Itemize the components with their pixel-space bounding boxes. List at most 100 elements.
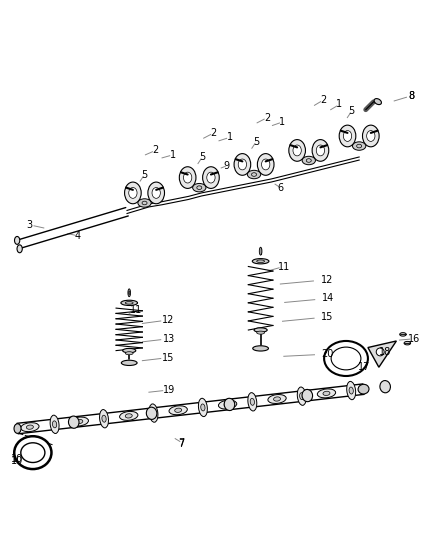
Ellipse shape	[121, 360, 137, 366]
Ellipse shape	[312, 140, 329, 161]
Text: 18: 18	[379, 347, 392, 357]
Text: 12: 12	[162, 315, 175, 325]
Text: 1: 1	[336, 100, 343, 109]
Ellipse shape	[26, 425, 33, 429]
Ellipse shape	[120, 411, 138, 421]
Ellipse shape	[169, 406, 187, 415]
Ellipse shape	[14, 424, 21, 433]
Text: 11: 11	[130, 305, 142, 316]
Text: 8: 8	[409, 91, 415, 101]
Text: 11: 11	[278, 262, 290, 271]
Polygon shape	[368, 341, 396, 367]
Ellipse shape	[374, 99, 381, 104]
Ellipse shape	[149, 404, 158, 422]
Ellipse shape	[347, 382, 356, 400]
Text: 1: 1	[170, 150, 176, 160]
Ellipse shape	[353, 142, 366, 150]
Ellipse shape	[50, 415, 59, 433]
Ellipse shape	[152, 409, 155, 417]
Ellipse shape	[250, 398, 254, 405]
Ellipse shape	[331, 347, 361, 370]
Ellipse shape	[14, 237, 20, 244]
Text: 20: 20	[321, 349, 334, 359]
Ellipse shape	[380, 381, 390, 393]
Ellipse shape	[203, 167, 219, 189]
Text: 14: 14	[321, 294, 334, 303]
Ellipse shape	[70, 417, 88, 426]
Ellipse shape	[197, 186, 202, 189]
Ellipse shape	[300, 393, 304, 400]
Ellipse shape	[247, 171, 261, 179]
Ellipse shape	[234, 154, 251, 175]
Text: 17: 17	[358, 362, 371, 372]
Ellipse shape	[367, 131, 375, 141]
Ellipse shape	[128, 289, 131, 297]
Ellipse shape	[376, 348, 384, 356]
Ellipse shape	[339, 125, 356, 147]
Ellipse shape	[201, 404, 205, 411]
Ellipse shape	[224, 398, 235, 410]
Text: 12: 12	[321, 274, 334, 285]
Text: 2: 2	[320, 95, 326, 105]
Ellipse shape	[254, 328, 267, 332]
Text: 15: 15	[162, 353, 175, 362]
Ellipse shape	[193, 183, 206, 192]
Ellipse shape	[102, 415, 106, 422]
Text: 5: 5	[349, 106, 355, 116]
Ellipse shape	[293, 145, 301, 156]
Ellipse shape	[302, 156, 315, 165]
Text: 5: 5	[199, 152, 205, 162]
Ellipse shape	[179, 167, 196, 189]
Text: 1: 1	[279, 117, 286, 127]
Ellipse shape	[363, 125, 379, 147]
Ellipse shape	[207, 172, 215, 183]
Ellipse shape	[219, 400, 237, 409]
Ellipse shape	[76, 419, 83, 424]
Ellipse shape	[289, 140, 305, 161]
Text: 4: 4	[75, 231, 81, 241]
Ellipse shape	[128, 291, 130, 295]
Ellipse shape	[274, 397, 280, 401]
Ellipse shape	[257, 260, 265, 263]
Ellipse shape	[302, 390, 313, 402]
Ellipse shape	[252, 259, 269, 264]
Ellipse shape	[248, 393, 257, 411]
Ellipse shape	[257, 331, 265, 334]
Ellipse shape	[261, 159, 270, 170]
Ellipse shape	[152, 188, 160, 198]
Ellipse shape	[258, 154, 274, 175]
Ellipse shape	[138, 199, 151, 207]
Text: 19: 19	[162, 385, 175, 395]
Ellipse shape	[148, 182, 165, 204]
Text: 2: 2	[264, 112, 270, 123]
Text: 16: 16	[408, 334, 420, 344]
Text: 6: 6	[277, 183, 283, 192]
Ellipse shape	[238, 159, 247, 170]
Ellipse shape	[316, 145, 325, 156]
Ellipse shape	[297, 387, 306, 405]
Text: 5: 5	[141, 169, 148, 180]
Ellipse shape	[53, 421, 57, 428]
Ellipse shape	[317, 389, 336, 398]
Ellipse shape	[323, 391, 330, 395]
Ellipse shape	[99, 409, 109, 428]
Ellipse shape	[253, 346, 268, 351]
Ellipse shape	[125, 352, 133, 355]
Ellipse shape	[21, 443, 45, 463]
Ellipse shape	[324, 341, 368, 376]
Text: 5: 5	[253, 136, 259, 147]
Text: 2: 2	[152, 146, 159, 156]
Ellipse shape	[125, 302, 133, 304]
Ellipse shape	[123, 349, 136, 353]
Text: 7: 7	[179, 438, 185, 448]
Ellipse shape	[146, 407, 157, 419]
Ellipse shape	[21, 423, 39, 432]
Text: 10: 10	[11, 454, 24, 464]
Ellipse shape	[198, 398, 207, 417]
Text: 3: 3	[27, 220, 33, 230]
Text: 10: 10	[11, 456, 23, 466]
Ellipse shape	[224, 402, 231, 407]
Ellipse shape	[268, 394, 286, 403]
Ellipse shape	[357, 144, 362, 148]
Ellipse shape	[358, 384, 369, 394]
